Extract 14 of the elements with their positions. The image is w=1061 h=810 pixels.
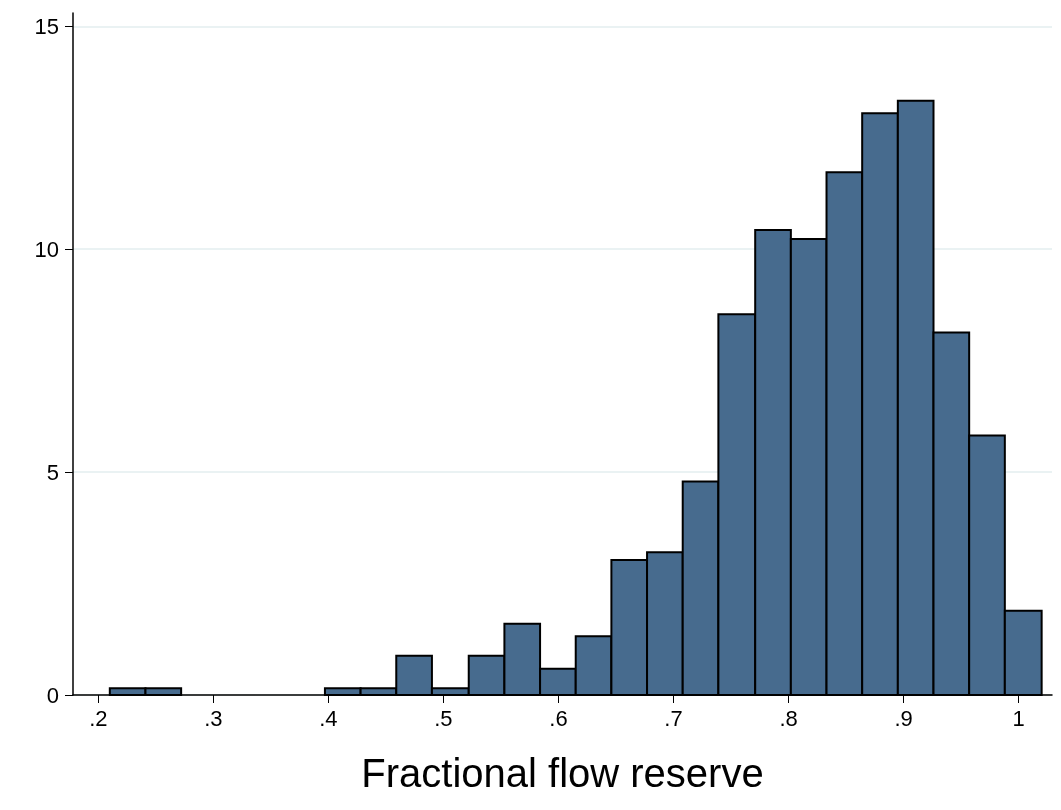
x-tick-label: .7 <box>664 705 683 731</box>
x-tick-label: .8 <box>779 705 798 731</box>
y-tick-label: 10 <box>34 236 59 262</box>
x-tick-label: 1 <box>1012 705 1025 731</box>
y-tick-label: 15 <box>34 13 59 39</box>
y-tick-label: 0 <box>46 682 59 708</box>
y-tick-label: 5 <box>46 459 59 485</box>
x-tick-label: .3 <box>204 705 223 731</box>
x-axis-title: Fractional flow reserve <box>361 751 764 795</box>
x-tick-label: .9 <box>894 705 913 731</box>
x-tick-label: .4 <box>319 705 338 731</box>
x-tick-label: .2 <box>89 705 108 731</box>
x-tick-label: .6 <box>549 705 568 731</box>
x-tick-label: .5 <box>434 705 453 731</box>
